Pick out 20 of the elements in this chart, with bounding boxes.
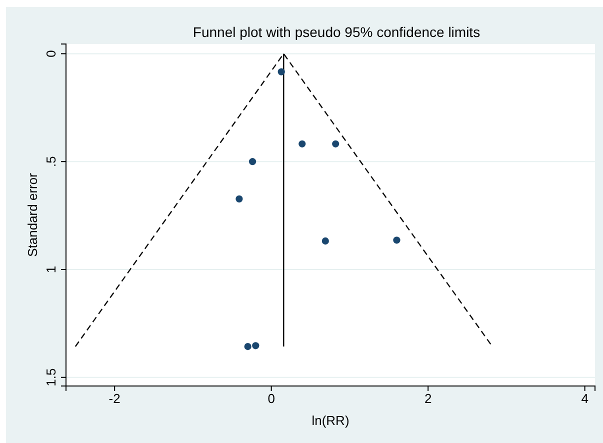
point	[298, 140, 306, 148]
y-tick-label: 1.5	[44, 368, 58, 386]
x-tick-label: 2	[424, 391, 432, 406]
point	[252, 342, 260, 350]
point	[236, 195, 243, 202]
point	[393, 236, 400, 244]
point	[248, 158, 256, 166]
y-tick-label: 0	[44, 50, 58, 58]
y-tick-label: 1	[44, 266, 58, 274]
point	[332, 140, 340, 148]
x-tick-label: -2	[108, 391, 120, 406]
y-axis-title: Standard error	[25, 172, 40, 257]
y-tick-label: .5	[44, 156, 58, 168]
x-axis-title: ln(RR)	[312, 413, 350, 428]
x-tick-label: 0	[268, 391, 275, 406]
point	[278, 68, 285, 76]
point	[244, 342, 252, 350]
x-tick-label: 4	[581, 391, 588, 406]
point	[322, 237, 329, 245]
chart-title: Funnel plot with pseudo 95% confidence limits	[192, 24, 480, 40]
